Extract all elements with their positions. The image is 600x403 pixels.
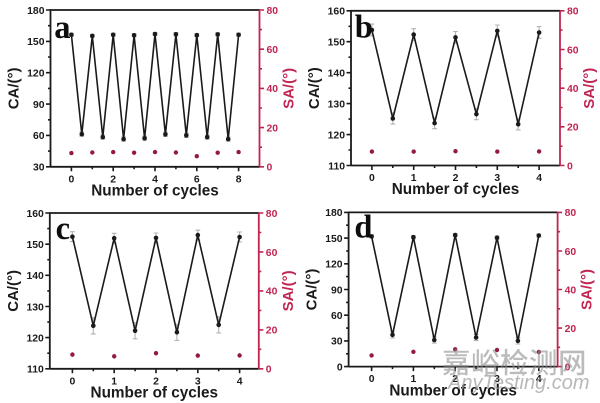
svg-text:0: 0 xyxy=(369,374,375,385)
svg-text:130: 130 xyxy=(328,99,346,110)
svg-text:AnyTesting.com: AnyTesting.com xyxy=(447,372,590,394)
svg-text:120: 120 xyxy=(328,130,346,141)
svg-text:150: 150 xyxy=(26,240,44,251)
svg-text:Number of cycles: Number of cycles xyxy=(91,183,219,200)
svg-text:Number of cycles: Number of cycles xyxy=(91,385,219,402)
svg-text:110: 110 xyxy=(27,365,44,376)
svg-text:b: b xyxy=(355,9,373,45)
svg-text:90: 90 xyxy=(331,285,343,296)
svg-text:0: 0 xyxy=(369,173,375,184)
svg-text:150: 150 xyxy=(328,38,346,49)
svg-text:0: 0 xyxy=(70,376,76,387)
svg-text:0: 0 xyxy=(266,365,272,376)
svg-text:2: 2 xyxy=(153,376,159,387)
svg-text:20: 20 xyxy=(266,326,278,337)
svg-text:d: d xyxy=(354,210,372,246)
svg-text:CA/(°): CA/(°) xyxy=(6,67,23,109)
svg-text:SA/(°): SA/(°) xyxy=(281,68,298,109)
svg-text:CA/(°): CA/(°) xyxy=(5,270,22,312)
svg-text:0: 0 xyxy=(69,174,75,185)
svg-text:30: 30 xyxy=(33,163,45,174)
svg-text:80: 80 xyxy=(267,6,279,17)
svg-text:4: 4 xyxy=(152,174,158,185)
svg-text:0: 0 xyxy=(267,163,273,174)
svg-text:8: 8 xyxy=(236,174,242,185)
svg-text:150: 150 xyxy=(325,234,343,245)
svg-text:30: 30 xyxy=(331,337,343,348)
svg-text:60: 60 xyxy=(331,311,343,322)
svg-text:Number of cycles: Number of cycles xyxy=(389,382,517,399)
svg-text:Number of cycles: Number of cycles xyxy=(392,181,520,198)
svg-text:60: 60 xyxy=(267,45,279,56)
svg-text:2: 2 xyxy=(453,173,459,184)
svg-text:60: 60 xyxy=(567,45,579,56)
svg-text:120: 120 xyxy=(27,69,45,80)
svg-text:160: 160 xyxy=(26,209,44,220)
svg-text:1: 1 xyxy=(411,374,417,385)
svg-text:140: 140 xyxy=(328,69,346,80)
svg-text:130: 130 xyxy=(26,302,44,313)
svg-text:20: 20 xyxy=(267,123,279,134)
svg-text:60: 60 xyxy=(565,247,577,258)
svg-text:160: 160 xyxy=(328,7,346,18)
svg-text:CA/(°): CA/(°) xyxy=(304,269,321,311)
svg-text:80: 80 xyxy=(567,7,579,18)
svg-text:180: 180 xyxy=(27,6,45,17)
svg-text:0: 0 xyxy=(337,362,343,373)
svg-text:110: 110 xyxy=(328,161,345,172)
svg-text:20: 20 xyxy=(567,123,579,134)
svg-text:1: 1 xyxy=(111,376,117,387)
svg-text:4: 4 xyxy=(536,374,542,385)
svg-text:SA/(°): SA/(°) xyxy=(280,270,297,311)
svg-text:2: 2 xyxy=(452,374,458,385)
svg-text:4: 4 xyxy=(237,376,243,387)
svg-text:2: 2 xyxy=(110,174,116,185)
svg-text:60: 60 xyxy=(33,131,45,142)
svg-text:80: 80 xyxy=(565,208,577,219)
svg-text:CA/(°): CA/(°) xyxy=(306,67,323,109)
svg-text:40: 40 xyxy=(266,287,278,298)
svg-text:4: 4 xyxy=(536,173,542,184)
svg-text:0: 0 xyxy=(567,161,573,172)
svg-text:a: a xyxy=(54,10,70,46)
svg-text:60: 60 xyxy=(266,248,278,259)
svg-text:3: 3 xyxy=(494,173,500,184)
svg-text:90: 90 xyxy=(33,100,45,111)
svg-text:40: 40 xyxy=(565,285,577,296)
svg-text:SA/(°): SA/(°) xyxy=(581,68,598,109)
svg-text:120: 120 xyxy=(325,260,343,271)
svg-text:40: 40 xyxy=(567,84,579,95)
svg-text:3: 3 xyxy=(195,376,201,387)
svg-text:3: 3 xyxy=(494,374,500,385)
svg-text:80: 80 xyxy=(266,209,278,220)
svg-text:180: 180 xyxy=(325,208,343,219)
svg-text:20: 20 xyxy=(565,324,577,335)
svg-text:40: 40 xyxy=(267,84,279,95)
svg-text:1: 1 xyxy=(411,173,417,184)
svg-text:c: c xyxy=(56,211,70,247)
svg-text:140: 140 xyxy=(26,271,44,282)
svg-text:150: 150 xyxy=(27,37,45,48)
svg-text:120: 120 xyxy=(26,333,44,344)
svg-text:6: 6 xyxy=(194,174,200,185)
svg-text:SA/(°): SA/(°) xyxy=(579,269,596,310)
